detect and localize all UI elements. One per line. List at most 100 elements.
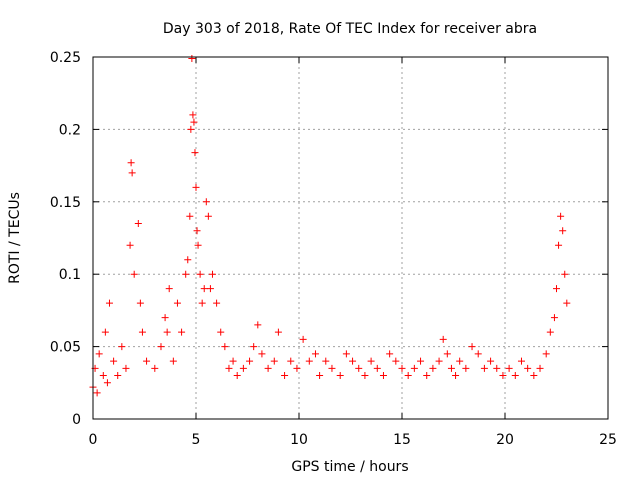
data-point — [206, 285, 214, 293]
data-point — [398, 364, 406, 372]
data-point — [524, 364, 532, 372]
data-point — [452, 372, 460, 380]
data-point — [157, 343, 165, 351]
data-point — [563, 299, 571, 307]
data-point — [193, 227, 201, 235]
data-point — [134, 220, 142, 228]
data-point — [190, 118, 198, 126]
data-point — [233, 372, 241, 380]
data-point — [287, 357, 295, 365]
data-point — [299, 335, 307, 343]
data-point — [188, 54, 196, 62]
data-point — [555, 241, 563, 249]
data-point — [379, 372, 387, 380]
data-point — [217, 328, 225, 336]
data-point — [553, 285, 560, 293]
data-point — [550, 314, 558, 322]
x-tick-label: 15 — [393, 432, 411, 448]
data-point — [136, 299, 144, 307]
y-tick-label: 0.2 — [59, 122, 81, 138]
y-tick-label: 0.05 — [50, 340, 81, 356]
data-point — [198, 299, 206, 307]
y-tick-label: 0.15 — [50, 195, 81, 211]
data-point — [208, 270, 216, 278]
data-points — [89, 54, 571, 397]
data-point — [114, 372, 122, 380]
data-point — [202, 198, 210, 206]
data-point — [270, 357, 278, 365]
data-point — [392, 357, 400, 365]
data-point — [105, 299, 113, 307]
data-point — [189, 111, 197, 119]
x-tick-label: 25 — [599, 432, 617, 448]
data-point — [417, 357, 425, 365]
data-point — [250, 343, 258, 351]
data-point — [322, 357, 330, 365]
grid-lines — [93, 57, 608, 419]
data-point — [213, 299, 221, 307]
data-point — [122, 364, 130, 372]
data-point — [161, 314, 169, 322]
data-point — [349, 357, 357, 365]
data-point — [163, 328, 171, 336]
data-point — [487, 357, 495, 365]
data-point — [143, 357, 151, 365]
data-point — [410, 364, 418, 372]
data-point — [456, 357, 464, 365]
data-point — [443, 350, 451, 358]
x-axis-label: GPS time / hours — [291, 459, 408, 475]
data-point — [480, 364, 488, 372]
data-point — [373, 364, 381, 372]
data-point — [435, 357, 443, 365]
data-point — [169, 357, 177, 365]
x-tick-label: 10 — [290, 432, 308, 448]
data-point — [254, 321, 262, 329]
data-point — [468, 343, 476, 351]
data-point — [126, 241, 134, 249]
data-point — [311, 350, 319, 358]
data-point — [530, 372, 538, 380]
data-point — [225, 364, 233, 372]
data-point — [517, 357, 525, 365]
data-point — [559, 227, 567, 235]
plot-frame — [92, 56, 609, 420]
data-point — [423, 372, 431, 380]
data-point — [474, 350, 482, 358]
data-point — [505, 364, 513, 372]
data-point — [127, 159, 135, 167]
data-point — [186, 212, 194, 220]
data-point — [293, 364, 301, 372]
data-point — [316, 372, 324, 380]
data-point — [128, 169, 136, 177]
y-tick-label: 0.1 — [59, 267, 81, 283]
data-point — [93, 389, 101, 397]
data-point — [184, 256, 192, 264]
data-point — [557, 212, 565, 220]
data-point — [173, 299, 181, 307]
data-point — [151, 364, 159, 372]
y-tick-label: 0 — [72, 412, 81, 428]
data-point — [305, 357, 313, 365]
data-point — [130, 270, 138, 278]
data-point — [542, 350, 550, 358]
data-point — [99, 372, 107, 380]
chart-title: Day 303 of 2018, Rate Of TEC Index for r… — [163, 21, 537, 37]
x-tick-label: 5 — [192, 432, 201, 448]
data-point — [361, 372, 369, 380]
data-point — [200, 285, 208, 293]
data-point — [239, 364, 247, 372]
data-point — [404, 372, 412, 380]
data-point — [342, 350, 350, 358]
data-point — [561, 270, 569, 278]
y-tick-label: 0.25 — [50, 50, 81, 66]
x-tick-label: 20 — [496, 432, 514, 448]
data-point — [187, 125, 195, 133]
data-point — [165, 285, 173, 293]
data-point — [328, 364, 336, 372]
data-point — [95, 350, 103, 358]
x-tick-label: 0 — [89, 432, 98, 448]
data-point — [110, 357, 118, 365]
data-point — [493, 364, 501, 372]
data-point — [118, 343, 126, 351]
